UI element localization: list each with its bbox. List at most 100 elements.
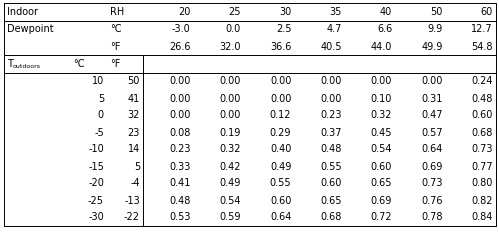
- Text: 30: 30: [279, 7, 291, 17]
- Text: °F: °F: [110, 59, 120, 69]
- Text: 0.53: 0.53: [169, 213, 191, 223]
- Text: 0.69: 0.69: [371, 195, 392, 205]
- Text: °C: °C: [73, 59, 84, 69]
- Text: 12.7: 12.7: [472, 24, 493, 34]
- Text: 14: 14: [128, 144, 140, 154]
- Text: 0.37: 0.37: [320, 128, 342, 138]
- Text: 36.6: 36.6: [270, 41, 291, 51]
- Text: 0.69: 0.69: [421, 162, 443, 172]
- Text: -3.0: -3.0: [172, 24, 191, 34]
- Text: 0.00: 0.00: [320, 93, 342, 103]
- Text: 0.00: 0.00: [169, 111, 191, 121]
- Text: 0.23: 0.23: [320, 111, 342, 121]
- Text: 0.0: 0.0: [226, 24, 241, 34]
- Text: 5: 5: [134, 162, 140, 172]
- Text: 20: 20: [178, 7, 191, 17]
- Text: -10: -10: [88, 144, 104, 154]
- Text: 0.60: 0.60: [270, 195, 291, 205]
- Text: 0.48: 0.48: [169, 195, 191, 205]
- Text: 0.32: 0.32: [371, 111, 392, 121]
- Text: 6.6: 6.6: [377, 24, 392, 34]
- Text: 0.00: 0.00: [220, 77, 241, 87]
- Text: 0.60: 0.60: [320, 179, 342, 189]
- Text: 0.54: 0.54: [220, 195, 241, 205]
- Text: Dewpoint: Dewpoint: [7, 24, 53, 34]
- Text: 23: 23: [128, 128, 140, 138]
- Text: 0.68: 0.68: [472, 128, 493, 138]
- Text: 35: 35: [329, 7, 342, 17]
- Text: 0.54: 0.54: [371, 144, 392, 154]
- Text: 0.00: 0.00: [220, 93, 241, 103]
- Text: 0.42: 0.42: [220, 162, 241, 172]
- Text: 0.55: 0.55: [269, 179, 291, 189]
- Text: 32: 32: [128, 111, 140, 121]
- Text: -13: -13: [124, 195, 140, 205]
- Text: 0.65: 0.65: [371, 179, 392, 189]
- Text: 26.6: 26.6: [169, 41, 191, 51]
- Text: 0.00: 0.00: [421, 77, 443, 87]
- Text: 9.9: 9.9: [427, 24, 443, 34]
- Text: 0.49: 0.49: [270, 162, 291, 172]
- Text: 0.32: 0.32: [220, 144, 241, 154]
- Text: -25: -25: [88, 195, 104, 205]
- Text: 40.5: 40.5: [320, 41, 342, 51]
- Text: 32.0: 32.0: [220, 41, 241, 51]
- Text: °F: °F: [110, 41, 120, 51]
- Text: Indoor: Indoor: [7, 7, 38, 17]
- Text: 0.08: 0.08: [169, 128, 191, 138]
- Text: 0.76: 0.76: [421, 195, 443, 205]
- Text: 0.77: 0.77: [472, 162, 493, 172]
- Text: -15: -15: [88, 162, 104, 172]
- Text: -20: -20: [88, 179, 104, 189]
- Text: 0.12: 0.12: [270, 111, 291, 121]
- Text: 0.64: 0.64: [270, 213, 291, 223]
- Text: RH: RH: [110, 7, 124, 17]
- Text: 0.59: 0.59: [220, 213, 241, 223]
- Text: 0.00: 0.00: [270, 77, 291, 87]
- Text: 50: 50: [128, 77, 140, 87]
- Text: -30: -30: [88, 213, 104, 223]
- Text: 0.41: 0.41: [169, 179, 191, 189]
- Text: -5: -5: [94, 128, 104, 138]
- Text: 0.57: 0.57: [421, 128, 443, 138]
- Text: 0.33: 0.33: [169, 162, 191, 172]
- Text: 0.64: 0.64: [421, 144, 443, 154]
- Text: 0.47: 0.47: [421, 111, 443, 121]
- Text: -22: -22: [124, 213, 140, 223]
- Text: 0.78: 0.78: [421, 213, 443, 223]
- Text: 2.5: 2.5: [276, 24, 291, 34]
- Text: 5: 5: [98, 93, 104, 103]
- Text: 0.60: 0.60: [472, 111, 493, 121]
- Text: 0.00: 0.00: [320, 77, 342, 87]
- Text: 0.00: 0.00: [270, 93, 291, 103]
- Text: -4: -4: [130, 179, 140, 189]
- Text: 41: 41: [128, 93, 140, 103]
- Text: T: T: [7, 59, 13, 69]
- Text: 54.8: 54.8: [472, 41, 493, 51]
- Text: 0.45: 0.45: [371, 128, 392, 138]
- Text: 0.00: 0.00: [169, 77, 191, 87]
- Text: 0.72: 0.72: [371, 213, 392, 223]
- Text: 0.65: 0.65: [320, 195, 342, 205]
- Text: 0.24: 0.24: [472, 77, 493, 87]
- Text: 0.19: 0.19: [220, 128, 241, 138]
- Text: 0.73: 0.73: [421, 179, 443, 189]
- Text: 60: 60: [481, 7, 493, 17]
- Text: 0.29: 0.29: [270, 128, 291, 138]
- Text: 0.49: 0.49: [220, 179, 241, 189]
- Text: 0.00: 0.00: [169, 93, 191, 103]
- Text: 49.9: 49.9: [421, 41, 443, 51]
- Text: 0.84: 0.84: [472, 213, 493, 223]
- Text: 0.68: 0.68: [320, 213, 342, 223]
- Text: outdoors: outdoors: [13, 64, 41, 70]
- Text: 0.00: 0.00: [220, 111, 241, 121]
- Text: 0.40: 0.40: [270, 144, 291, 154]
- Text: 0.55: 0.55: [320, 162, 342, 172]
- Text: 0.48: 0.48: [320, 144, 342, 154]
- Text: °C: °C: [110, 24, 121, 34]
- Text: 44.0: 44.0: [371, 41, 392, 51]
- Text: 0.23: 0.23: [169, 144, 191, 154]
- Text: 0.80: 0.80: [472, 179, 493, 189]
- Text: 40: 40: [380, 7, 392, 17]
- Text: 10: 10: [92, 77, 104, 87]
